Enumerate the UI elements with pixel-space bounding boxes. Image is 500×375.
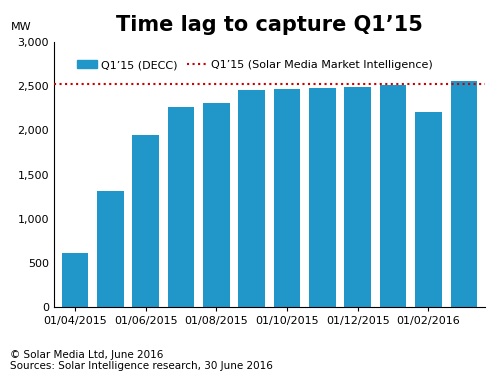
Text: © Solar Media Ltd, June 2016
Sources: Solar Intelligence research, 30 June 2016: © Solar Media Ltd, June 2016 Sources: So… xyxy=(10,350,273,371)
Bar xyxy=(274,89,300,307)
Bar xyxy=(168,106,194,307)
Text: MW: MW xyxy=(10,21,31,32)
Bar xyxy=(344,87,371,307)
Bar xyxy=(450,81,477,307)
Bar xyxy=(203,103,230,307)
Bar xyxy=(380,86,406,307)
Bar xyxy=(415,112,442,307)
Bar xyxy=(97,192,124,307)
Title: Time lag to capture Q1’15: Time lag to capture Q1’15 xyxy=(116,15,423,35)
Bar xyxy=(238,90,265,307)
Bar xyxy=(62,253,88,307)
Bar xyxy=(309,88,336,307)
Bar xyxy=(132,135,159,307)
Legend: Q1’15 (DECC), Q1’15 (Solar Media Market Intelligence): Q1’15 (DECC), Q1’15 (Solar Media Market … xyxy=(72,56,437,75)
